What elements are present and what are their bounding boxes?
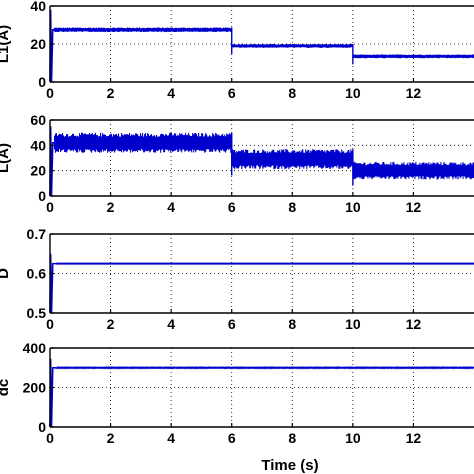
y-tick-label-3-2: 0.7 [27,226,47,242]
y-axis-label-4: dc [0,379,12,397]
x-tick-label-3-1: 2 [107,316,115,332]
x-tick-label-1-1: 2 [107,85,115,101]
x-tick-label-1-6: 12 [406,85,422,101]
y-tick-label-3-0: 0.5 [27,305,47,321]
series-segment-1-1 [54,27,233,33]
y-tick-label-4-0: 0 [38,419,46,435]
y-tick-label-2-0: 0 [38,188,46,204]
x-tick-label-4-6: 12 [406,430,422,446]
x-tick-label-3-4: 8 [288,316,296,332]
y-tick-label-2-2: 40 [30,137,46,153]
x-tick-label-4-4: 8 [288,430,296,446]
x-tick-label-2-2: 4 [167,199,175,215]
x-tick-label-3-3: 6 [228,316,236,332]
x-tick-label-1-5: 10 [345,85,361,101]
x-tick-label-3-6: 12 [406,316,422,332]
x-axis-label: Time (s) [261,457,318,474]
x-tick-label-1-2: 4 [167,85,175,101]
x-tick-label-2-1: 2 [107,199,115,215]
series-segment-1-2 [231,43,354,48]
x-tick-label-3-0: 0 [46,316,54,332]
y-tick-label-4-2: 400 [23,340,47,356]
x-tick-label-2-0: 0 [46,199,54,215]
y-axis-label-3: D [0,268,12,279]
y-tick-label-2-1: 20 [30,163,46,179]
x-tick-label-4-1: 2 [107,430,115,446]
x-tick-label-3-2: 4 [167,316,175,332]
x-tick-label-2-5: 10 [345,199,361,215]
x-tick-label-2-3: 6 [228,199,236,215]
x-tick-label-4-3: 6 [228,430,236,446]
x-tick-label-4-0: 0 [46,430,54,446]
y-tick-label-1-1: 20 [30,36,46,52]
series-segment-2-2 [231,149,354,170]
series-segment-4-1 [55,365,474,370]
y-tick-label-2-3: 60 [30,112,46,128]
x-tick-label-1-0: 0 [46,85,54,101]
y-tick-label-3-1: 0.6 [27,266,47,282]
x-tick-label-3-5: 10 [345,316,361,332]
x-tick-label-4-5: 10 [345,430,361,446]
y-axis-label-1: L1(A) [0,25,12,63]
x-tick-label-2-4: 8 [288,199,296,215]
y-axis-label-2: L(A) [0,143,12,173]
x-tick-label-4-2: 4 [167,430,175,446]
x-tick-label-2-6: 12 [406,199,422,215]
y-tick-label-1-0: 0 [38,74,46,90]
y-tick-label-4-1: 200 [23,380,47,396]
series-segment-2-1 [54,132,233,153]
x-tick-label-1-3: 6 [228,85,236,101]
y-tick-label-1-2: 40 [30,0,46,14]
series-segment-1-3 [352,54,474,59]
series-segment-2-3 [352,161,474,180]
x-tick-label-1-4: 8 [288,85,296,101]
